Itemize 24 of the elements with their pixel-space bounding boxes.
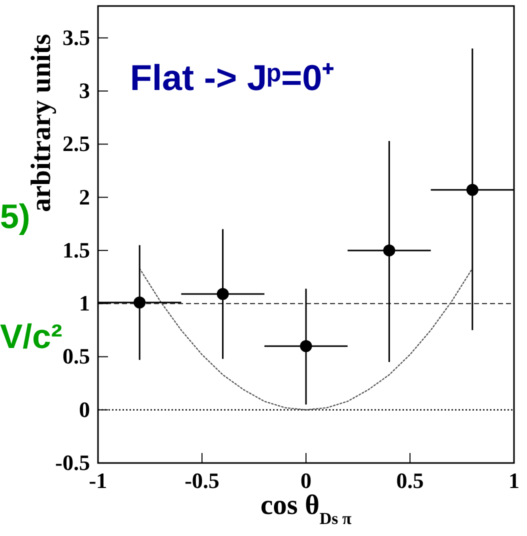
point [216, 288, 229, 300]
text: 5) [0, 198, 30, 236]
point [383, 244, 396, 256]
x-tick-label: -1 [88, 468, 108, 493]
y-tick-label: -0.5 [55, 450, 90, 475]
text: V/c² [0, 318, 62, 356]
y-tick-label: 0.5 [62, 344, 90, 369]
point [300, 340, 312, 352]
annotation: Flat -> Jᵖ=0⁺ [130, 57, 334, 98]
x-tick-label: -0.5 [184, 468, 220, 493]
y-tick-label: 2.5 [62, 131, 90, 156]
y-tick-label: 1 [79, 290, 90, 316]
x-tick-label: 0 [300, 468, 312, 493]
y-tick-label: 1.5 [62, 237, 90, 262]
x-axis-title: cos θ$_{Ds π}$ [260, 490, 352, 528]
y-tick-label: 0 [79, 396, 90, 422]
x-tick-label: 1 [508, 468, 520, 493]
x-tick-label: 0.5 [396, 468, 424, 493]
line-series [139, 268, 473, 410]
y-tick-label: 3 [79, 78, 90, 104]
point [466, 184, 478, 196]
y-tick-label: 2 [79, 184, 90, 210]
y-tick-label: 3.5 [62, 24, 90, 50]
point [134, 296, 146, 309]
